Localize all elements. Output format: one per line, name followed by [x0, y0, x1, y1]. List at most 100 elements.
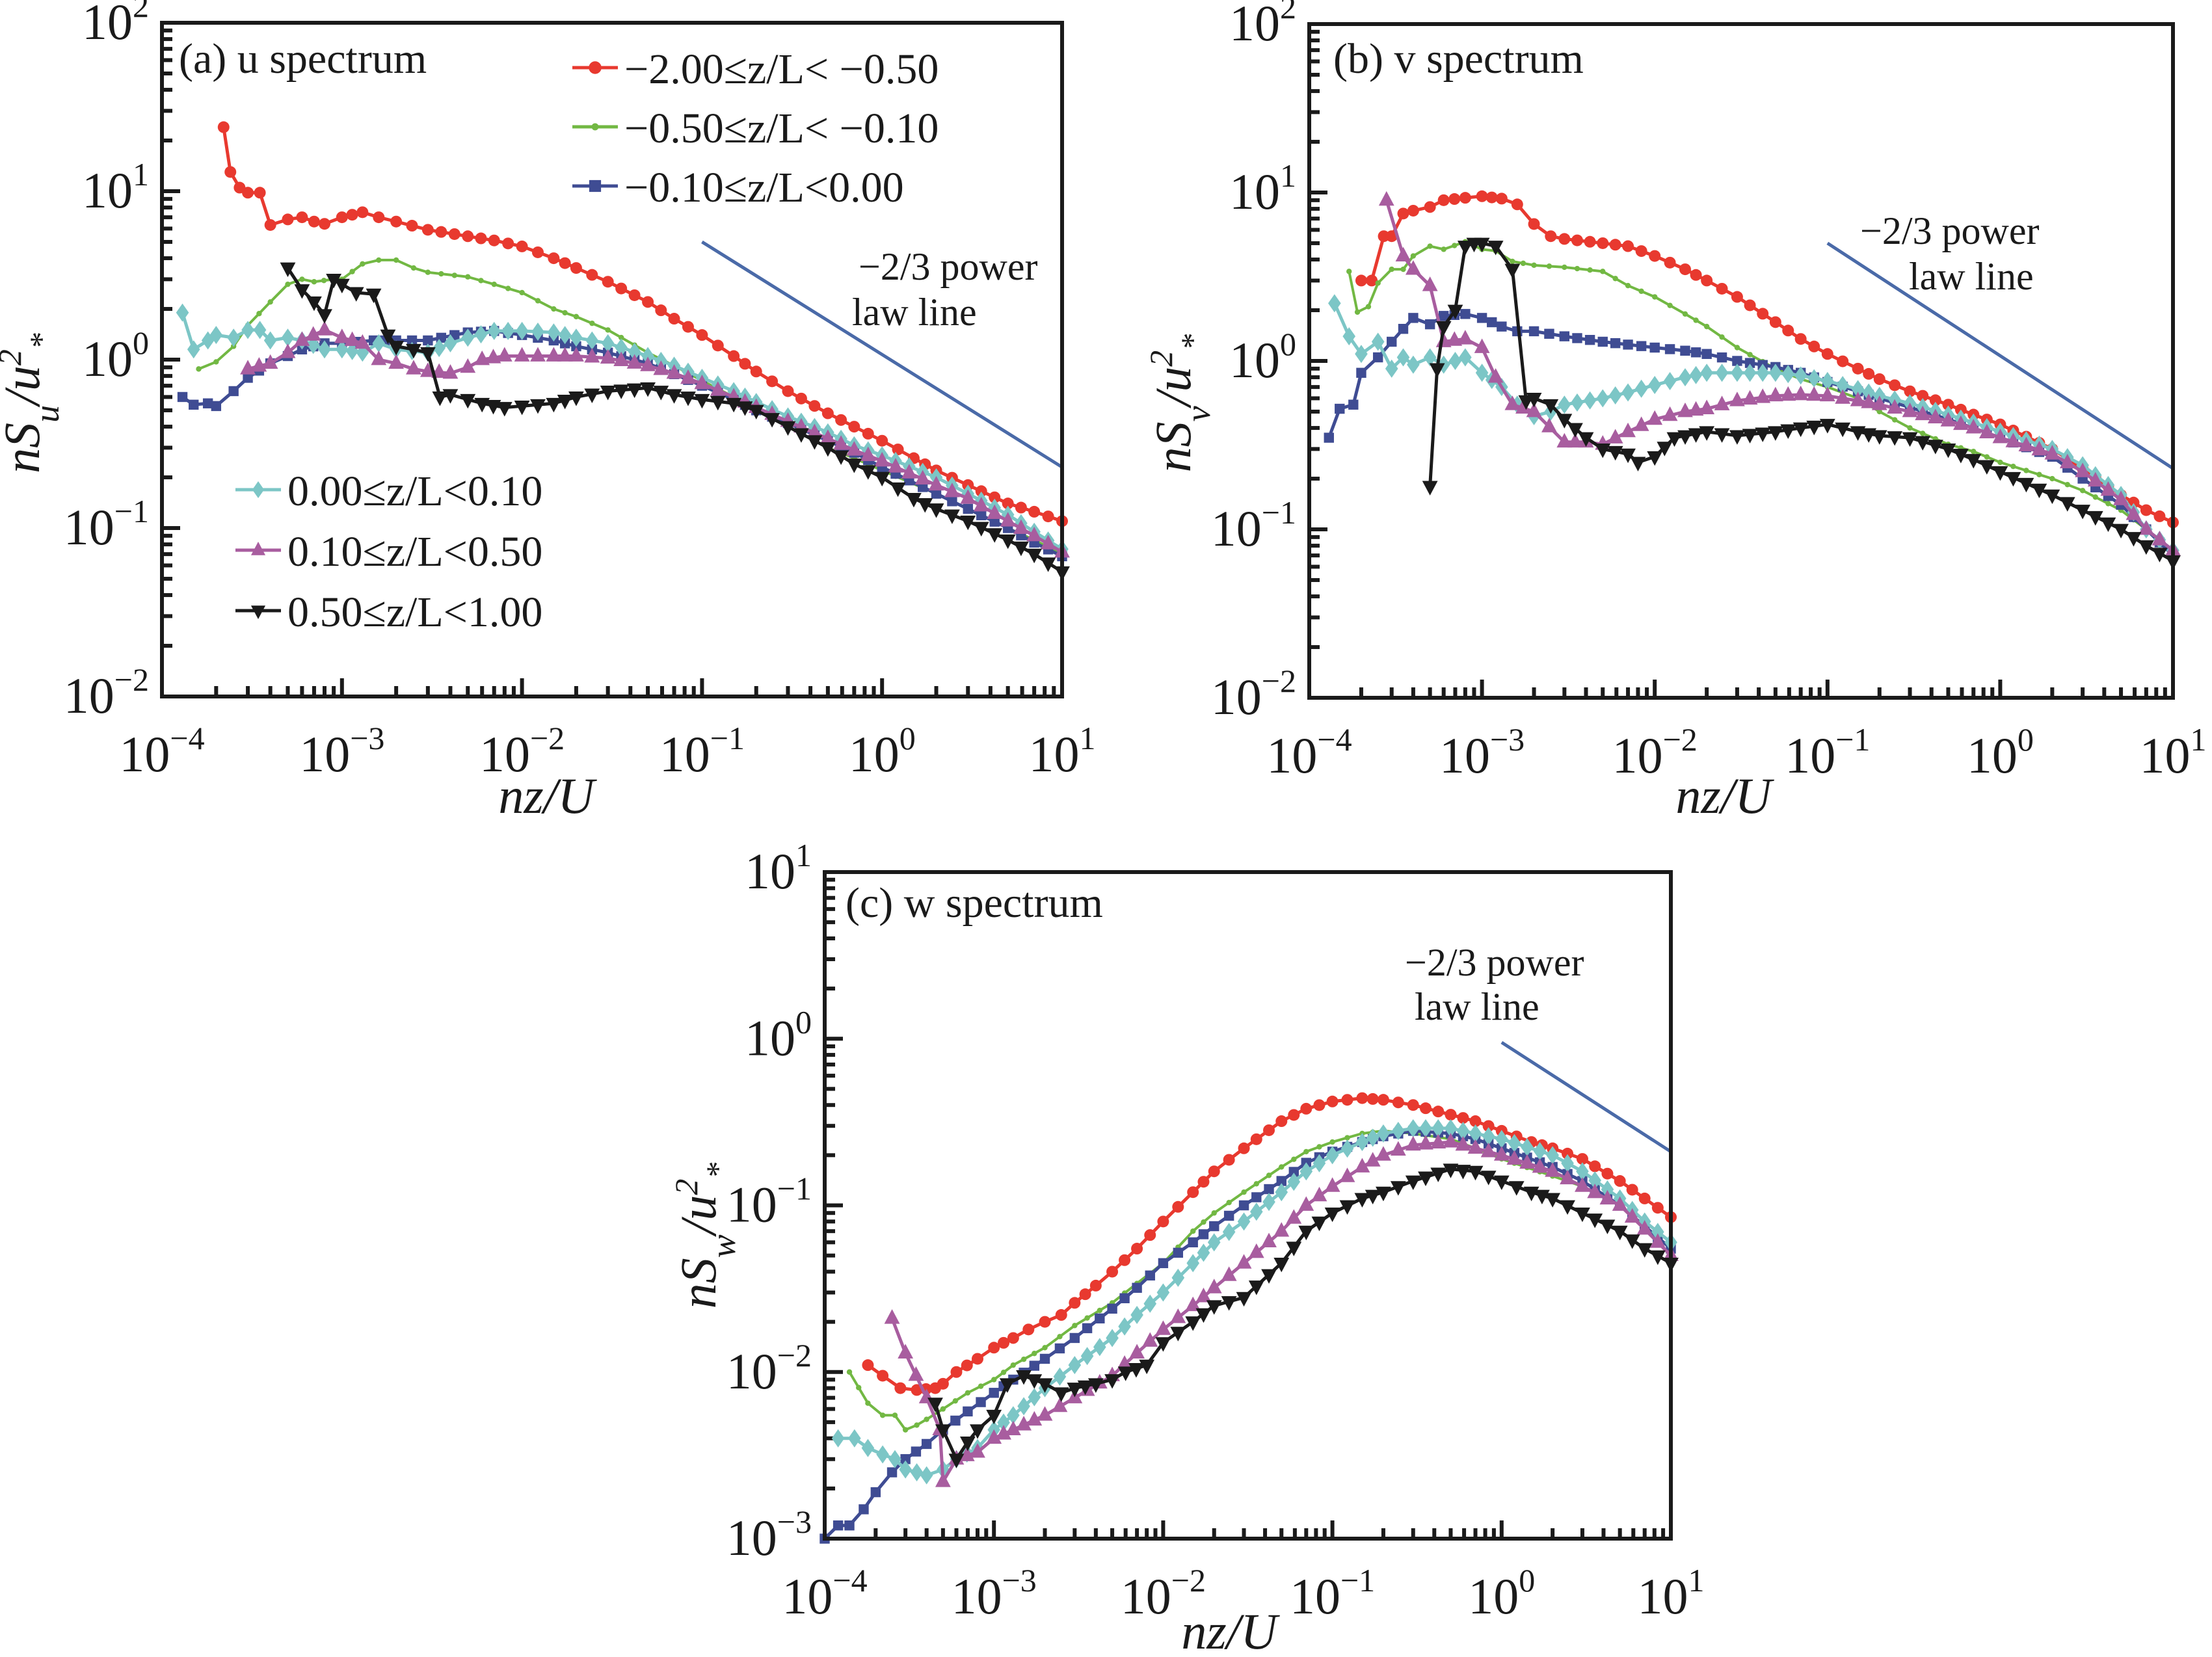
data-point	[1821, 348, 1833, 360]
data-point	[1089, 1279, 1102, 1292]
data-point	[531, 323, 544, 341]
data-point	[1493, 1146, 1510, 1161]
data-point	[326, 274, 342, 289]
data-point	[1419, 1102, 1432, 1115]
data-point	[965, 1390, 971, 1396]
data-point	[388, 354, 405, 369]
series-s5	[240, 321, 1070, 558]
data-point	[1195, 1308, 1212, 1323]
data-point	[1275, 1183, 1288, 1202]
data-point	[1079, 1288, 1091, 1301]
data-point	[1253, 1181, 1259, 1187]
data-point	[1556, 414, 1573, 429]
x-tick-label: 100	[1967, 721, 2034, 784]
data-point	[1372, 352, 1383, 363]
data-point	[1097, 1307, 1103, 1314]
data-point	[987, 528, 1003, 543]
data-point	[1965, 419, 1982, 434]
data-point	[1545, 230, 1557, 243]
data-point	[1889, 379, 1901, 391]
data-point	[1143, 1294, 1157, 1313]
data-point	[1792, 385, 1809, 401]
data-point	[1546, 263, 1552, 269]
data-point	[1206, 1300, 1222, 1315]
data-point	[1769, 364, 1782, 382]
data-point	[1273, 1222, 1290, 1237]
data-point	[920, 1466, 933, 1485]
data-point	[1624, 1234, 1640, 1249]
x-axis-label-u: nz/U	[498, 767, 597, 824]
data-point	[1531, 262, 1537, 269]
data-point	[1117, 1366, 1134, 1381]
data-point	[874, 451, 890, 467]
y-tick-label: 101	[82, 156, 149, 219]
x-tick-label: 10−3	[299, 720, 384, 782]
data-point	[1355, 274, 1367, 287]
data-point	[1424, 319, 1435, 330]
data-point	[640, 356, 656, 371]
data-point	[884, 1309, 900, 1324]
data-point	[1371, 332, 1385, 351]
data-point	[1574, 265, 1580, 272]
data-point	[1460, 309, 1471, 319]
data-point	[568, 391, 584, 406]
data-point	[2138, 520, 2154, 535]
data-point	[1622, 240, 1634, 252]
data-point	[1979, 460, 1995, 475]
data-point	[1781, 365, 1795, 384]
data-point	[1493, 1175, 1510, 1191]
data-point	[1476, 313, 1487, 323]
data-point	[360, 261, 366, 267]
data-point	[1016, 1370, 1032, 1385]
data-point	[1780, 424, 1796, 439]
data-point	[848, 421, 860, 433]
data-point	[1262, 1193, 1275, 1212]
data-point	[2044, 445, 2060, 460]
data-point	[1261, 1232, 1277, 1247]
data-point	[1346, 269, 1352, 274]
data-point	[1385, 230, 1398, 243]
data-point	[987, 504, 1003, 520]
data-point	[1576, 1153, 1588, 1165]
data-point	[862, 427, 874, 440]
data-point	[1410, 253, 1417, 259]
data-point	[410, 265, 417, 271]
data-point	[694, 374, 710, 390]
data-point	[336, 211, 348, 224]
data-point	[948, 1453, 965, 1468]
data-point	[201, 331, 215, 350]
data-point	[177, 391, 188, 403]
data-point	[935, 1424, 951, 1439]
data-point	[1497, 321, 1507, 332]
data-point	[557, 394, 573, 410]
data-point	[846, 1369, 853, 1375]
data-point	[262, 354, 278, 369]
legend-label: −2.00≤z/L< −0.50	[624, 46, 939, 93]
data-point	[1365, 1152, 1381, 1167]
data-point	[1390, 1181, 1406, 1196]
data-point	[1545, 1162, 1561, 1177]
data-point	[1131, 1243, 1143, 1255]
data-point	[354, 334, 371, 349]
data-point	[991, 1377, 997, 1383]
data-point	[1699, 426, 1715, 441]
x-tick-label: 10−1	[1290, 1562, 1375, 1624]
data-point	[176, 303, 189, 322]
data-point	[196, 366, 202, 372]
data-point	[1355, 345, 1368, 364]
data-point	[848, 1429, 861, 1448]
data-point	[680, 369, 696, 384]
series-s1	[217, 121, 1068, 527]
data-point	[1171, 1268, 1185, 1287]
data-point	[892, 444, 904, 456]
data-point	[600, 349, 616, 364]
data-point	[1054, 1343, 1065, 1354]
data-point	[626, 354, 643, 369]
data-point	[1997, 459, 2003, 466]
data-point	[227, 328, 240, 347]
data-point	[1080, 1347, 1094, 1366]
data-point	[1623, 339, 1633, 350]
data-point	[1248, 1280, 1264, 1295]
